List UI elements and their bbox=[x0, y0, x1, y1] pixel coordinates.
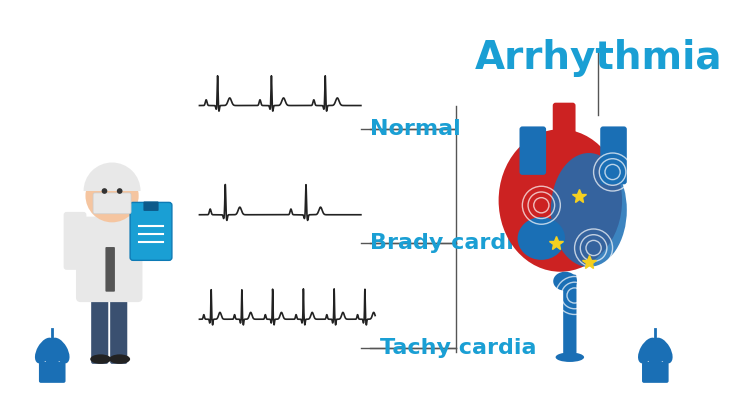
FancyBboxPatch shape bbox=[93, 193, 131, 214]
FancyBboxPatch shape bbox=[39, 362, 66, 383]
Ellipse shape bbox=[110, 354, 130, 364]
FancyBboxPatch shape bbox=[519, 126, 546, 175]
Circle shape bbox=[101, 188, 107, 194]
Ellipse shape bbox=[517, 217, 565, 260]
Ellipse shape bbox=[50, 338, 70, 363]
Circle shape bbox=[86, 169, 138, 222]
FancyBboxPatch shape bbox=[105, 247, 115, 291]
Text: Brady cardia: Brady cardia bbox=[371, 233, 529, 253]
Ellipse shape bbox=[638, 338, 657, 363]
FancyBboxPatch shape bbox=[553, 102, 576, 156]
FancyBboxPatch shape bbox=[600, 126, 627, 184]
Wedge shape bbox=[84, 163, 141, 191]
FancyBboxPatch shape bbox=[144, 202, 158, 211]
Ellipse shape bbox=[556, 352, 584, 362]
Ellipse shape bbox=[44, 340, 60, 369]
FancyBboxPatch shape bbox=[130, 202, 172, 260]
FancyBboxPatch shape bbox=[110, 294, 127, 364]
Text: Arrhythmia: Arrhythmia bbox=[474, 39, 722, 77]
Ellipse shape bbox=[90, 354, 111, 364]
FancyBboxPatch shape bbox=[642, 362, 669, 383]
FancyBboxPatch shape bbox=[76, 217, 143, 302]
Text: Normal: Normal bbox=[371, 119, 461, 139]
FancyBboxPatch shape bbox=[563, 275, 576, 354]
Ellipse shape bbox=[554, 272, 577, 291]
Ellipse shape bbox=[648, 340, 663, 369]
Text: Tachy cardia: Tachy cardia bbox=[380, 338, 536, 358]
FancyBboxPatch shape bbox=[118, 212, 141, 275]
Circle shape bbox=[117, 188, 123, 194]
Ellipse shape bbox=[653, 338, 673, 363]
FancyBboxPatch shape bbox=[91, 294, 108, 364]
Ellipse shape bbox=[499, 129, 622, 272]
Ellipse shape bbox=[551, 153, 627, 267]
FancyBboxPatch shape bbox=[64, 212, 87, 270]
Ellipse shape bbox=[35, 338, 54, 363]
